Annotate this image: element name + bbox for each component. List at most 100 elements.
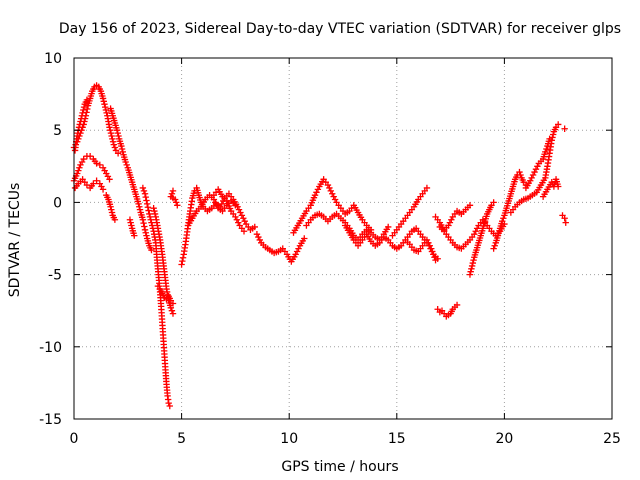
series-sat-u xyxy=(432,202,474,234)
data-point-marker xyxy=(77,118,84,125)
data-point-marker xyxy=(108,209,116,216)
data-point-marker xyxy=(301,235,308,242)
series-sat-y xyxy=(490,168,530,252)
data-point-marker xyxy=(107,127,114,134)
data-point-marker xyxy=(140,187,148,195)
data-point-marker xyxy=(144,204,152,211)
data-point-marker xyxy=(83,96,91,104)
data-point-marker xyxy=(136,206,144,213)
data-point-marker xyxy=(118,142,125,150)
data-point-marker xyxy=(142,229,149,236)
series-sat-s xyxy=(389,184,431,239)
series-sat-z xyxy=(507,121,562,216)
data-point-marker xyxy=(531,168,538,176)
data-point-marker xyxy=(178,261,185,268)
data-point-marker xyxy=(516,168,523,176)
data-point-marker xyxy=(329,190,336,197)
chart-title: Day 156 of 2023, Sidereal Day-to-day VTE… xyxy=(59,21,621,37)
data-point-marker xyxy=(256,236,263,244)
data-point-marker xyxy=(139,216,147,223)
data-point-marker xyxy=(143,200,151,208)
series-sat-e xyxy=(107,105,155,254)
series-sat-d xyxy=(71,96,91,154)
data-point-marker xyxy=(233,216,241,223)
data-point-marker xyxy=(561,215,568,222)
x-axis-label: GPS time / hours xyxy=(281,459,398,475)
data-point-marker xyxy=(251,223,258,231)
data-point-marker xyxy=(428,248,436,255)
data-point-marker xyxy=(549,131,557,138)
data-point-marker xyxy=(427,245,434,252)
data-point-marker xyxy=(384,223,392,231)
data-point-marker xyxy=(74,170,81,177)
series-sat-h xyxy=(139,184,173,410)
y-tick-label: 0 xyxy=(53,195,62,211)
data-point-marker xyxy=(179,254,187,261)
data-point-marker xyxy=(108,132,115,140)
data-point-marker xyxy=(80,106,87,114)
data-point-marker xyxy=(528,174,535,182)
data-point-marker xyxy=(500,215,507,222)
data-point-marker xyxy=(213,202,220,209)
series-sat-b xyxy=(70,152,113,184)
data-point-marker xyxy=(127,219,134,226)
data-point-marker xyxy=(77,115,85,122)
data-point-marker xyxy=(314,186,322,193)
data-point-marker xyxy=(431,254,438,261)
data-point-marker xyxy=(148,246,155,254)
data-point-marker xyxy=(102,103,109,111)
series-sat-i xyxy=(150,204,177,317)
data-point-marker xyxy=(546,135,553,143)
data-point-marker xyxy=(100,98,107,105)
data-point-marker xyxy=(131,232,138,239)
series-sat-ac xyxy=(559,212,569,226)
data-point-marker xyxy=(532,165,540,173)
data-point-marker xyxy=(232,202,239,209)
data-point-marker xyxy=(499,217,506,225)
y-tick-label: -15 xyxy=(39,412,62,428)
series-sat-x xyxy=(466,199,497,278)
data-point-marker xyxy=(292,251,299,258)
data-point-marker xyxy=(241,217,248,225)
data-point-marker xyxy=(115,132,122,140)
data-point-marker xyxy=(453,301,461,309)
data-point-marker xyxy=(529,171,537,179)
data-point-marker xyxy=(151,207,158,215)
data-point-marker xyxy=(103,109,110,117)
data-point-marker xyxy=(311,191,319,199)
y-tick-label: -5 xyxy=(48,268,62,284)
data-point-marker xyxy=(562,219,569,226)
data-point-marker xyxy=(169,300,177,307)
data-point-marker xyxy=(472,228,479,235)
data-point-marker xyxy=(293,248,301,255)
data-point-marker xyxy=(135,200,142,208)
data-point-marker xyxy=(517,171,524,179)
data-point-marker xyxy=(543,145,550,153)
data-point-marker xyxy=(470,256,477,264)
data-point-marker xyxy=(469,259,477,267)
data-point-marker xyxy=(146,213,154,221)
data-point-marker xyxy=(212,199,219,206)
series-sat-r xyxy=(341,222,439,264)
data-point-marker xyxy=(147,216,154,223)
data-point-marker xyxy=(90,180,97,187)
data-point-marker xyxy=(527,177,534,184)
x-tick-label: 25 xyxy=(603,431,621,447)
data-point-marker xyxy=(295,245,302,252)
data-point-marker xyxy=(143,232,150,239)
data-point-marker xyxy=(93,160,100,167)
data-point-marker xyxy=(145,207,152,214)
x-tick-label: 0 xyxy=(70,431,79,447)
data-point-marker xyxy=(119,148,126,156)
data-point-marker xyxy=(128,222,135,229)
data-point-marker xyxy=(549,134,556,141)
series-sat-ab xyxy=(539,176,562,200)
data-point-marker xyxy=(169,187,177,195)
data-point-marker xyxy=(561,125,568,132)
data-point-marker xyxy=(555,183,562,190)
data-point-marker xyxy=(168,190,176,197)
data-point-marker xyxy=(99,95,107,102)
data-point-marker xyxy=(466,202,474,209)
data-point-marker xyxy=(126,216,134,223)
